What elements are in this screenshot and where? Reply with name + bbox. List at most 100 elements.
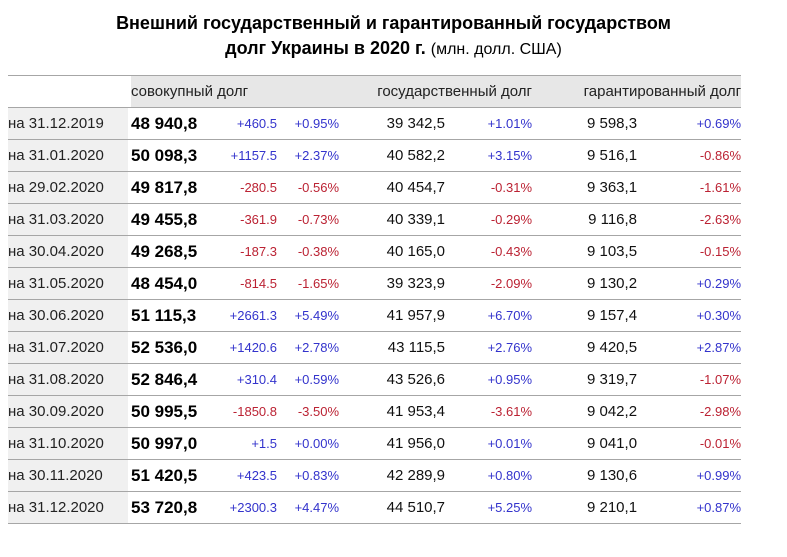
date-cell: на 31.07.2020 (8, 332, 128, 364)
column-gap (128, 492, 131, 524)
state-debt-value: 41 953,4 (339, 396, 446, 428)
date-cell: на 31.05.2020 (8, 268, 128, 300)
total-debt-change: -361.9 (213, 204, 277, 236)
table-row: на 31.12.2019 48 940,8 +460.5 +0.95% 39 342,… (8, 108, 742, 140)
total-debt-change: +310.4 (213, 364, 277, 396)
state-debt-value: 40 454,7 (339, 172, 446, 204)
total-debt-change-pct: -0.38% (277, 236, 340, 268)
total-debt-value: 49 455,8 (131, 204, 213, 236)
table-row: на 31.03.2020 49 455,8 -361.9 -0.73% 40 339,… (8, 204, 742, 236)
total-debt-value: 53 720,8 (131, 492, 213, 524)
total-debt-change: +423.5 (213, 460, 277, 492)
column-gap (128, 204, 131, 236)
total-debt-value: 52 536,0 (131, 332, 213, 364)
total-debt-value: 51 420,5 (131, 460, 213, 492)
guaranteed-debt-value: 9 363,1 (532, 172, 638, 204)
table-row: на 31.05.2020 48 454,0 -814.5 -1.65% 39 323,… (8, 268, 742, 300)
guaranteed-debt-change-pct: -1.07% (637, 364, 742, 396)
page-title-line1: Внешний государственный и гарантированны… (116, 13, 671, 33)
total-debt-value: 48 940,8 (131, 108, 213, 140)
guaranteed-debt-change-pct: +2.87% (637, 332, 742, 364)
date-cell: на 30.06.2020 (8, 300, 128, 332)
guaranteed-debt-change-pct: -2.98% (637, 396, 742, 428)
guaranteed-debt-value: 9 130,6 (532, 460, 638, 492)
table-row: на 31.10.2020 50 997,0 +1.5 +0.00% 41 956,0 +… (8, 428, 742, 460)
total-debt-change-pct: +5.49% (277, 300, 340, 332)
total-debt-change-pct: +2.78% (277, 332, 340, 364)
column-gap (128, 108, 131, 140)
total-debt-change: +1420.6 (213, 332, 277, 364)
table-row: на 31.07.2020 52 536,0 +1420.6 +2.78% 43 115… (8, 332, 742, 364)
state-debt-value: 40 582,2 (339, 140, 446, 172)
total-debt-change: +1157.5 (213, 140, 277, 172)
total-debt-change-pct: +0.95% (277, 108, 340, 140)
state-debt-value: 42 289,9 (339, 460, 446, 492)
total-debt-change: -814.5 (213, 268, 277, 300)
column-gap (128, 236, 131, 268)
column-header-state-debt: государственный долг (339, 75, 533, 108)
guaranteed-debt-value: 9 157,4 (532, 300, 638, 332)
table-row: на 31.01.2020 50 098,3 +1157.5 +2.37% 40 582… (8, 140, 742, 172)
state-debt-change-pct: +5.25% (445, 492, 533, 524)
total-debt-change: -187.3 (213, 236, 277, 268)
total-debt-change: +2300.3 (213, 492, 277, 524)
total-debt-change-pct: +2.37% (277, 140, 340, 172)
guaranteed-debt-change-pct: -0.15% (637, 236, 742, 268)
state-debt-value: 41 957,9 (339, 300, 446, 332)
total-debt-change-pct: +4.47% (277, 492, 340, 524)
state-debt-change-pct: +3.15% (445, 140, 533, 172)
page-title: Внешний государственный и гарантированны… (22, 11, 765, 62)
guaranteed-debt-change-pct: +0.69% (637, 108, 742, 140)
guaranteed-debt-change-pct: +0.30% (637, 300, 742, 332)
header-empty-cell (8, 75, 128, 108)
state-debt-value: 40 165,0 (339, 236, 446, 268)
state-debt-change-pct: -2.09% (445, 268, 533, 300)
guaranteed-debt-value: 9 210,1 (532, 492, 638, 524)
total-debt-value: 50 997,0 (131, 428, 213, 460)
table-row: на 31.08.2020 52 846,4 +310.4 +0.59% 43 526,… (8, 364, 742, 396)
table-body: на 31.12.2019 48 940,8 +460.5 +0.95% 39 342,… (8, 108, 742, 524)
date-cell: на 31.01.2020 (8, 140, 128, 172)
guaranteed-debt-change-pct: +0.87% (637, 492, 742, 524)
page-title-unit: (млн. долл. США) (430, 41, 562, 58)
total-debt-change-pct: +0.00% (277, 428, 340, 460)
date-cell: на 31.12.2020 (8, 492, 128, 524)
date-cell: на 31.12.2019 (8, 108, 128, 140)
table-row: на 30.06.2020 51 115,3 +2661.3 +5.49% 41 957… (8, 300, 742, 332)
total-debt-change: +460.5 (213, 108, 277, 140)
total-debt-change-pct: -3.50% (277, 396, 340, 428)
debt-table: совокупный долг государственный долг гар… (8, 75, 742, 524)
column-header-total-debt: совокупный долг (131, 75, 340, 108)
table-row: на 31.12.2020 53 720,8 +2300.3 +4.47% 44 510… (8, 492, 742, 524)
state-debt-change-pct: +6.70% (445, 300, 533, 332)
state-debt-change-pct: -0.43% (445, 236, 533, 268)
state-debt-value: 41 956,0 (339, 428, 446, 460)
table-row: на 29.02.2020 49 817,8 -280.5 -0.56% 40 454,… (8, 172, 742, 204)
date-cell: на 31.08.2020 (8, 364, 128, 396)
guaranteed-debt-value: 9 041,0 (532, 428, 638, 460)
guaranteed-debt-value: 9 516,1 (532, 140, 638, 172)
total-debt-value: 52 846,4 (131, 364, 213, 396)
state-debt-change-pct: +2.76% (445, 332, 533, 364)
page-title-line2: долг Украины в 2020 г. (225, 38, 426, 58)
date-cell: на 30.09.2020 (8, 396, 128, 428)
column-gap (128, 460, 131, 492)
column-gap (128, 268, 131, 300)
total-debt-value: 50 098,3 (131, 140, 213, 172)
column-gap (128, 396, 131, 428)
page: Внешний государственный и гарантированны… (0, 11, 787, 524)
total-debt-change-pct: -1.65% (277, 268, 340, 300)
state-debt-value: 44 510,7 (339, 492, 446, 524)
guaranteed-debt-change-pct: -2.63% (637, 204, 742, 236)
guaranteed-debt-value: 9 420,5 (532, 332, 638, 364)
state-debt-change-pct: +1.01% (445, 108, 533, 140)
guaranteed-debt-change-pct: +0.99% (637, 460, 742, 492)
guaranteed-debt-value: 9 319,7 (532, 364, 638, 396)
total-debt-change-pct: +0.59% (277, 364, 340, 396)
column-gap (128, 300, 131, 332)
table-row: на 30.04.2020 49 268,5 -187.3 -0.38% 40 165,… (8, 236, 742, 268)
total-debt-change: +2661.3 (213, 300, 277, 332)
total-debt-change: +1.5 (213, 428, 277, 460)
total-debt-change: -1850.8 (213, 396, 277, 428)
state-debt-change-pct: -0.29% (445, 204, 533, 236)
